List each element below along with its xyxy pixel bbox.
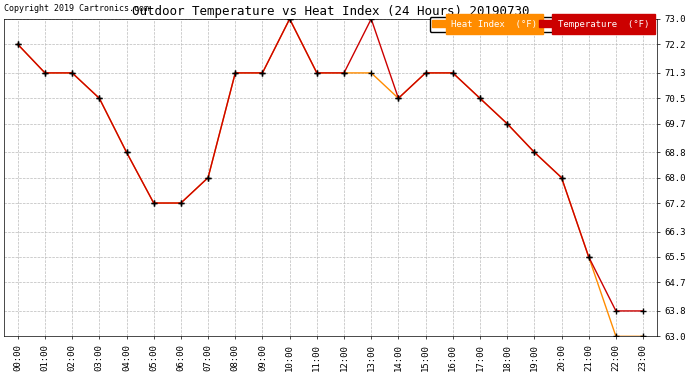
Legend: Heat Index  (°F), Temperature  (°F): Heat Index (°F), Temperature (°F)	[430, 17, 652, 32]
Title: Outdoor Temperature vs Heat Index (24 Hours) 20190730: Outdoor Temperature vs Heat Index (24 Ho…	[132, 5, 529, 18]
Text: Copyright 2019 Cartronics.com: Copyright 2019 Cartronics.com	[4, 4, 149, 13]
